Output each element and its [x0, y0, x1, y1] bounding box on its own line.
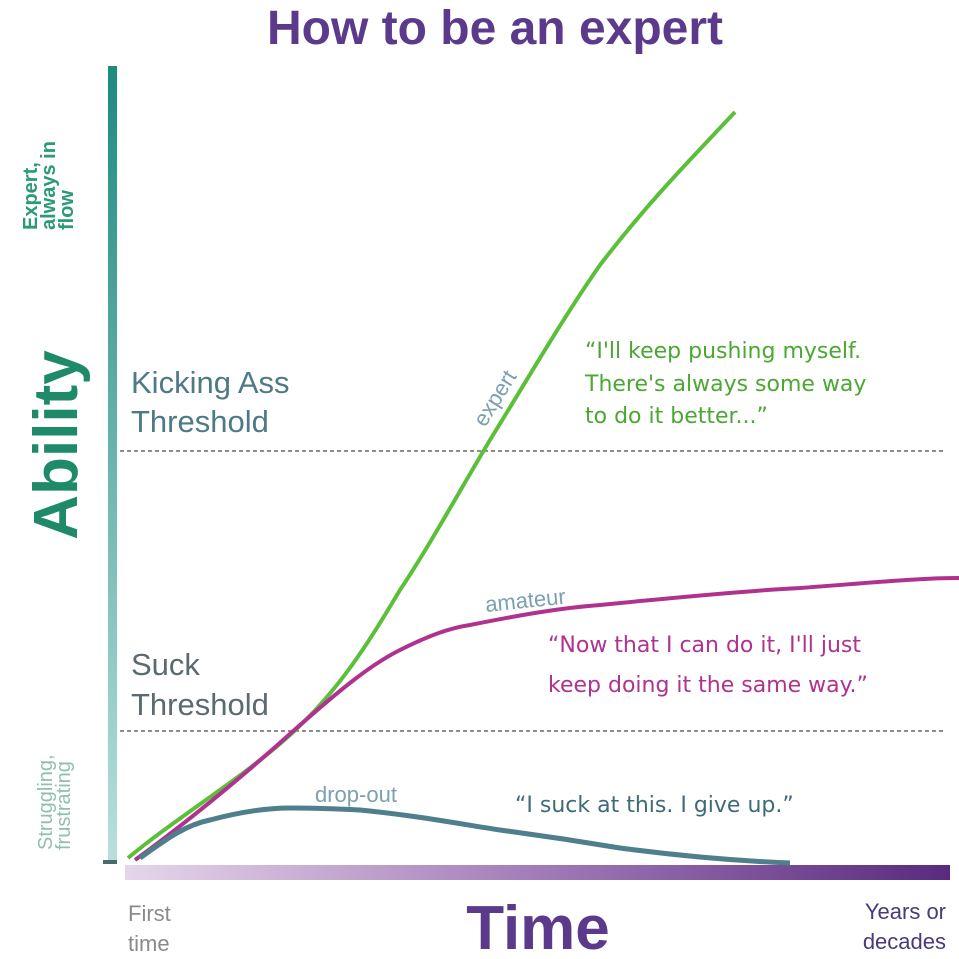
bottom-label-line: frustrating: [53, 761, 75, 850]
y-axis-label: Ability: [22, 350, 91, 540]
dropout-quote: “I suck at this. I give up.”: [515, 793, 794, 818]
quote-line: “Now that I can do it, I'll just: [548, 633, 861, 658]
suck-threshold-label: Suck Threshold: [131, 647, 269, 722]
end-label-line: decades: [863, 929, 946, 954]
threshold-label-line: Threshold: [131, 687, 269, 722]
dropout-curve-label: drop-out: [315, 782, 397, 807]
quote-line: to do it better...”: [585, 404, 768, 429]
y-axis-top-label: Expert, always in flow: [20, 141, 78, 230]
x-axis-end-label: Years or decades: [863, 899, 946, 954]
diagram-title: How to be an expert: [267, 2, 723, 55]
kicking-ass-threshold-label: Kicking Ass Threshold: [131, 365, 290, 439]
threshold-label-line: Threshold: [131, 404, 269, 439]
y-axis-foot: [103, 860, 117, 864]
quote-line: There's always some way: [584, 372, 866, 397]
top-label-line: always in: [38, 141, 60, 230]
y-axis-bottom-label: Struggling, frustrating: [35, 754, 75, 850]
start-label-line: time: [128, 931, 170, 956]
x-axis-label: Time: [466, 894, 610, 959]
start-label-line: First: [128, 901, 171, 926]
quote-line: keep doing it the same way.”: [548, 673, 868, 698]
amateur-quote: “Now that I can do it, I'll just keep do…: [548, 633, 868, 698]
dropout-curve: [138, 805, 791, 866]
expert-quote: “I'll keep pushing myself. There's alway…: [584, 339, 866, 429]
quote-line: “I'll keep pushing myself.: [585, 339, 861, 364]
amateur-curve: [133, 576, 959, 862]
threshold-label-line: Suck: [131, 647, 200, 682]
threshold-label-line: Kicking Ass: [131, 365, 290, 400]
end-label-line: Years or: [865, 899, 946, 924]
y-axis-label-group: Ability: [22, 350, 91, 540]
x-axis-start-label: First time: [128, 901, 171, 956]
x-axis-bar: [125, 865, 950, 880]
top-label-line: Expert,: [20, 162, 42, 230]
expert-curve: [126, 110, 737, 860]
top-label-line: flow: [56, 190, 78, 230]
y-axis-bar: [108, 66, 117, 864]
bottom-label-line: Struggling,: [35, 754, 57, 850]
